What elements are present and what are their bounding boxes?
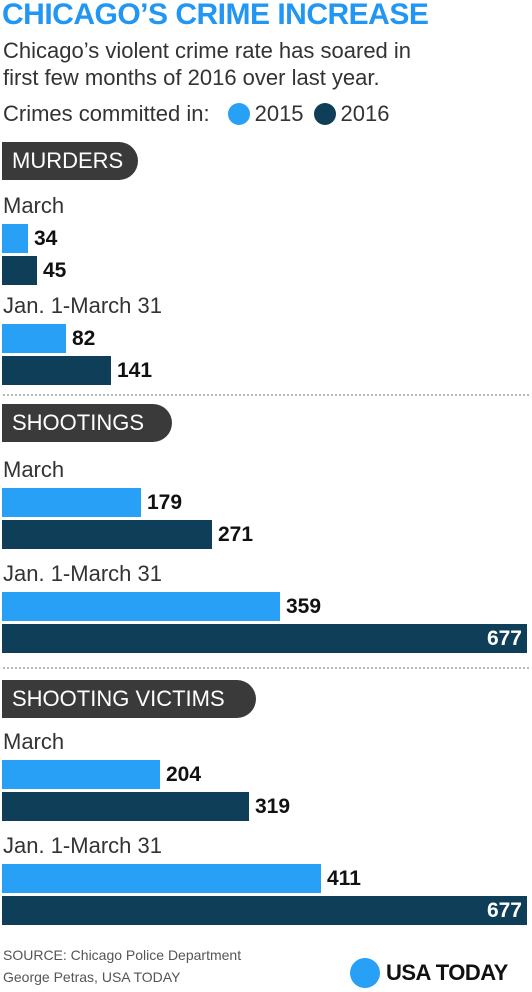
legend: Crimes committed in: 2015 2016 xyxy=(3,100,390,128)
section-divider xyxy=(3,667,529,669)
usatoday-logo: USA TODAY xyxy=(350,958,508,988)
value-label: 359 xyxy=(286,595,322,618)
panel-title-murders: MURDERS xyxy=(2,142,138,180)
footer: SOURCE: Chicago Police Department George… xyxy=(3,944,241,988)
bar-shootings-2015 xyxy=(2,488,141,517)
value-label: 141 xyxy=(117,359,153,382)
subtitle-line-1: Chicago’s violent crime rate has soared … xyxy=(3,38,412,63)
group-label: Jan. 1-March 31 xyxy=(3,293,162,318)
legend-item-2015: 2015 xyxy=(218,101,304,127)
value-label: 677 xyxy=(486,899,522,922)
bar-murders-2015 xyxy=(2,224,28,253)
value-label: 82 xyxy=(72,327,96,350)
bar-shooting-victims-2015 xyxy=(2,864,321,893)
legend-item-2016: 2016 xyxy=(304,101,390,127)
group-label: Jan. 1-March 31 xyxy=(3,833,162,858)
panel-title-shooting-victims: SHOOTING VICTIMS xyxy=(2,680,256,718)
chart-title: CHICAGO’S CRIME INCREASE xyxy=(2,0,429,31)
value-label: 411 xyxy=(327,867,361,890)
value-label: 271 xyxy=(218,523,254,546)
legend-text-2016: 2016 xyxy=(340,101,390,126)
bar-shooting-victims-2016 xyxy=(2,792,249,821)
value-label: 319 xyxy=(255,795,291,818)
bar-shooting-victims-2016 xyxy=(2,896,527,925)
subtitle-line-2: first few months of 2016 over last year. xyxy=(3,65,380,90)
value-label: 179 xyxy=(147,491,183,514)
value-label: 677 xyxy=(486,627,522,650)
group-label: Jan. 1-March 31 xyxy=(3,561,162,586)
section-divider xyxy=(3,394,529,396)
value-label: 34 xyxy=(34,227,58,250)
chart-subtitle: Chicago’s violent crime rate has soared … xyxy=(3,37,411,91)
group-label: March xyxy=(3,193,65,218)
group-label: March xyxy=(3,457,65,482)
legend-label: Crimes committed in: xyxy=(3,101,210,126)
bar-shooting-victims-2015 xyxy=(2,760,160,789)
source-note: SOURCE: Chicago Police Department xyxy=(3,947,242,963)
bar-shootings-2016 xyxy=(2,624,527,653)
legend-text-2015: 2015 xyxy=(254,101,304,126)
bar-shootings-2016 xyxy=(2,520,212,549)
panel-title-shootings: SHOOTINGS xyxy=(2,404,172,442)
credit-note: George Petras, USA TODAY xyxy=(3,969,181,985)
legend-swatch-2015 xyxy=(227,103,250,125)
value-label: 45 xyxy=(43,259,67,282)
group-label: March xyxy=(3,729,65,754)
bar-shootings-2015 xyxy=(2,592,280,621)
bar-murders-2016 xyxy=(2,256,37,285)
bar-murders-2015 xyxy=(2,324,66,353)
legend-swatch-2016 xyxy=(313,103,336,125)
value-label: 204 xyxy=(166,763,202,786)
logo-text: USA TODAY xyxy=(386,960,508,985)
usatoday-dot-icon xyxy=(350,958,380,988)
bar-murders-2016 xyxy=(2,356,111,385)
